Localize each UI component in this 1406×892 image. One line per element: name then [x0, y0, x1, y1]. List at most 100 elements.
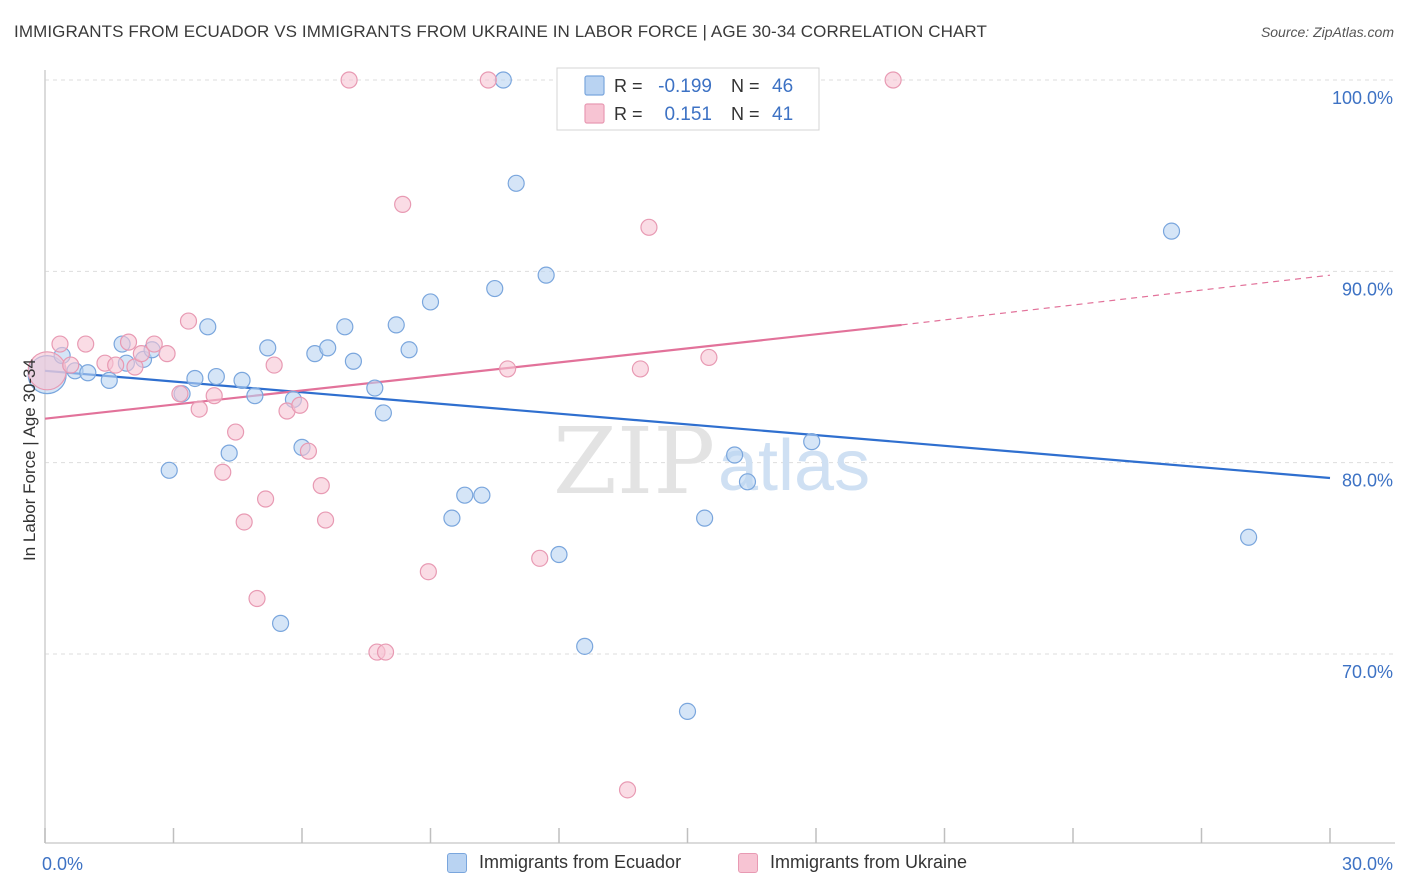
- point-ecuador-15: [233, 371, 251, 389]
- point-ecuador-24: [344, 352, 362, 370]
- point-ukraine-10: [158, 345, 176, 363]
- legend-label-ecuador: Immigrants from Ecuador: [479, 852, 682, 872]
- point-ukraine-35: [631, 360, 649, 378]
- source-label: Source: ZipAtlas.com: [1260, 24, 1394, 40]
- legend-top-n-label-0: N =: [731, 76, 760, 96]
- point-ecuador-16: [246, 387, 264, 405]
- trendline-ukraine: [44, 323, 902, 420]
- legend-top-r-label-1: R =: [614, 104, 643, 124]
- legend-item-ecuador: Immigrants from Ecuador: [447, 852, 681, 873]
- point-ukraine-23: [299, 442, 318, 460]
- point-ecuador-28: [400, 341, 418, 359]
- x-tick-label-min: 0.0%: [42, 854, 83, 874]
- point-ukraine-22: [291, 396, 309, 414]
- point-ecuador-39: [678, 702, 697, 721]
- legend-bottom: Immigrants from Ecuador Immigrants from …: [0, 852, 1406, 878]
- legend-top-swatch-0: [584, 75, 605, 96]
- point-ecuador-42: [738, 473, 757, 491]
- point-ukraine-33: [531, 549, 549, 567]
- legend-top: R = -0.199 N = 46 R = 0.151 N = 41: [556, 67, 820, 131]
- point-ukraine-28: [376, 643, 395, 661]
- point-ecuador-17: [259, 339, 277, 357]
- point-ukraine-37: [700, 348, 718, 367]
- point-ukraine-24: [312, 477, 330, 495]
- legend-swatch-ecuador: [447, 852, 467, 873]
- point-ukraine-39: [884, 71, 902, 89]
- point-ecuador-13: [207, 367, 225, 386]
- y-axis-title: In Labor Force | Age 30-34: [20, 359, 39, 561]
- legend-swatch-ukraine: [738, 852, 758, 873]
- point-ecuador-3: [79, 364, 97, 382]
- point-ecuador-31: [456, 486, 474, 504]
- point-ukraine-31: [479, 71, 497, 89]
- point-ukraine-11: [171, 385, 189, 403]
- point-ukraine-3: [77, 335, 95, 353]
- watermark-zip: ZIP: [553, 408, 715, 515]
- point-ukraine-29: [394, 195, 412, 213]
- legend-top-swatch-1: [584, 103, 605, 124]
- point-ecuador-44: [1162, 222, 1181, 240]
- watermark-atlas: atlas: [718, 426, 870, 506]
- point-ukraine-14: [205, 387, 223, 405]
- point-ukraine-32: [499, 360, 517, 378]
- point-ukraine-13: [190, 400, 208, 418]
- y-tick-label-70: 70.0%: [1342, 662, 1393, 682]
- watermark: ZIP atlas: [553, 408, 870, 515]
- point-ukraine-15: [214, 463, 232, 481]
- point-ecuador-41: [726, 446, 744, 464]
- point-ukraine-36: [640, 218, 658, 236]
- point-ecuador-27: [387, 316, 405, 334]
- point-ukraine-6: [119, 333, 138, 351]
- legend-label-ukraine: Immigrants from Ukraine: [770, 852, 968, 872]
- point-ukraine-19: [256, 490, 275, 508]
- legend-top-r-label-0: R =: [614, 76, 643, 96]
- point-ecuador-25: [366, 379, 384, 397]
- chart-title: IMMIGRANTS FROM ECUADOR VS IMMIGRANTS FR…: [14, 22, 987, 41]
- trendline-ukraine-extension: [901, 274, 1331, 326]
- point-ecuador-4: [100, 371, 118, 389]
- point-ecuador-12: [199, 318, 217, 336]
- point-ecuador-30: [443, 509, 461, 527]
- point-ukraine-34: [618, 781, 637, 799]
- point-ecuador-37: [550, 545, 568, 564]
- point-ukraine-2: [62, 356, 80, 374]
- point-ecuador-38: [576, 637, 594, 655]
- point-ukraine-25: [316, 511, 335, 529]
- point-ecuador-23: [336, 318, 354, 336]
- point-ukraine-9: [145, 335, 163, 353]
- axis-labels: 70.0% 80.0% 90.0% 100.0% 0.0% 30.0% In Labor F…: [20, 88, 1393, 874]
- point-ukraine-20: [265, 356, 283, 374]
- point-ecuador-36: [537, 266, 555, 284]
- point-ukraine-16: [227, 423, 245, 441]
- point-ecuador-11: [186, 369, 204, 388]
- legend-item-ukraine: Immigrants from Ukraine: [738, 852, 967, 873]
- point-ukraine-30: [419, 563, 437, 581]
- point-ecuador-29: [421, 293, 440, 311]
- gridlines: [45, 79, 1395, 655]
- point-ecuador-40: [696, 509, 714, 527]
- point-ukraine-5: [107, 356, 125, 374]
- point-ukraine-12: [179, 312, 198, 330]
- point-ukraine-26: [340, 71, 358, 89]
- point-ecuador-45: [1240, 528, 1258, 546]
- y-tick-label-100: 100.0%: [1332, 88, 1393, 108]
- point-ecuador-22: [319, 339, 337, 357]
- legend-top-n-value-1: 41: [772, 104, 793, 125]
- y-tick-label-80: 80.0%: [1342, 471, 1393, 491]
- point-ecuador-35: [507, 174, 525, 192]
- point-ecuador-18: [271, 614, 290, 632]
- point-ukraine-1: [51, 335, 69, 353]
- point-ecuador-14: [220, 444, 238, 462]
- point-ecuador-43: [803, 433, 821, 451]
- y-tick-label-90: 90.0%: [1342, 279, 1393, 299]
- x-tick-label-max: 30.0%: [1342, 854, 1393, 874]
- point-ecuador-32: [473, 486, 491, 504]
- point-ukraine-8: [132, 345, 150, 363]
- legend-top-r-value-0: -0.199: [658, 76, 712, 97]
- point-ukraine-18: [248, 589, 266, 608]
- point-ecuador-9: [160, 461, 178, 479]
- legend-top-n-value-0: 46: [772, 76, 793, 97]
- point-ukraine-17: [235, 513, 253, 531]
- axes: [44, 70, 1395, 844]
